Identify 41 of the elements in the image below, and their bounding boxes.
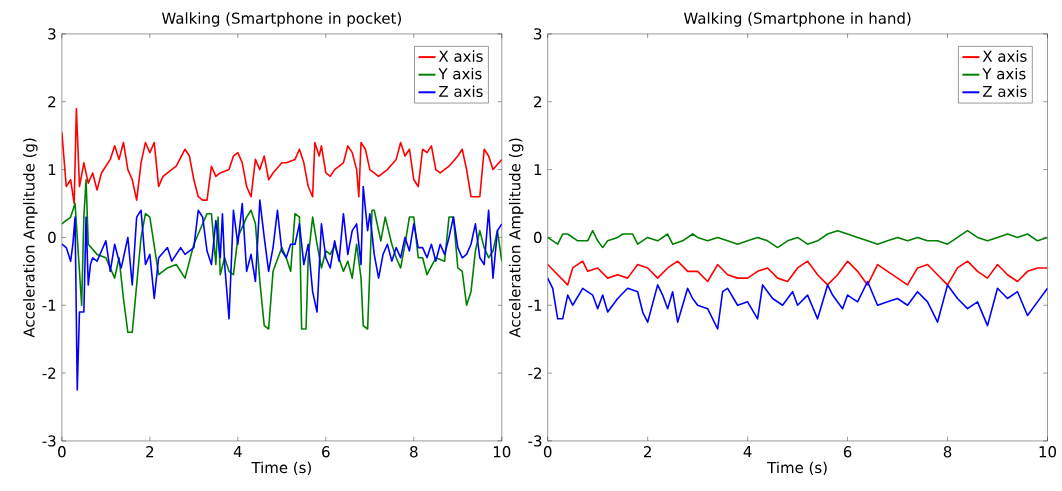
line-series: [61, 185, 502, 391]
y-tick-label: 1: [534, 164, 542, 176]
y-tick-label: -3: [528, 435, 542, 447]
y-axis-title: Acceleration Amplitude (g): [23, 138, 38, 338]
legend-label: Z axis: [439, 85, 483, 98]
y-tick-label: 2: [48, 96, 56, 108]
y-tick-label: 0: [48, 231, 56, 244]
legend-label: X axis: [438, 50, 483, 62]
line-series: [61, 179, 502, 334]
legend-label: Y axis: [982, 67, 1026, 80]
x-tick-label: 6: [322, 446, 330, 458]
chart-title: Walking (Smartphone in hand): [683, 12, 911, 27]
y-tick-label: 3: [534, 28, 542, 40]
x-tick-label: 2: [146, 446, 154, 458]
x-axis-title: Time (s): [251, 461, 311, 476]
x-tick-label: 4: [743, 446, 752, 458]
y-tick-label: -1: [528, 299, 542, 311]
y-axis-title: Acceleration Amplitude (g): [508, 138, 524, 338]
legend-label: Z axis: [983, 85, 1027, 98]
y-tick-label: 1: [48, 164, 56, 176]
x-tick-label: 10: [1039, 446, 1057, 458]
y-tick-label: -2: [42, 367, 56, 379]
x-tick-label: 6: [843, 446, 852, 458]
chart-title: Walking (Smartphone in pocket): [161, 12, 401, 27]
x-axis-title: Time (s): [767, 461, 827, 476]
x-tick-label: 0: [58, 446, 66, 458]
y-tick-label: -1: [42, 299, 56, 311]
y-tick-label: 3: [48, 28, 56, 40]
x-tick-label: 4: [233, 446, 242, 458]
y-tick-label: 0: [533, 231, 542, 244]
x-tick-label: 0: [543, 446, 552, 458]
x-tick-label: 8: [943, 446, 952, 458]
y-tick-label: -2: [528, 367, 542, 379]
x-tick-label: 2: [643, 446, 651, 458]
legend-label: X axis: [982, 50, 1027, 62]
x-tick-label: 8: [410, 446, 418, 458]
y-tick-label: 2: [534, 96, 542, 108]
line-series: [547, 277, 1048, 330]
x-tick-label: 10: [493, 446, 511, 458]
legend-label: Y axis: [438, 67, 482, 80]
y-tick-label: -3: [42, 435, 56, 447]
